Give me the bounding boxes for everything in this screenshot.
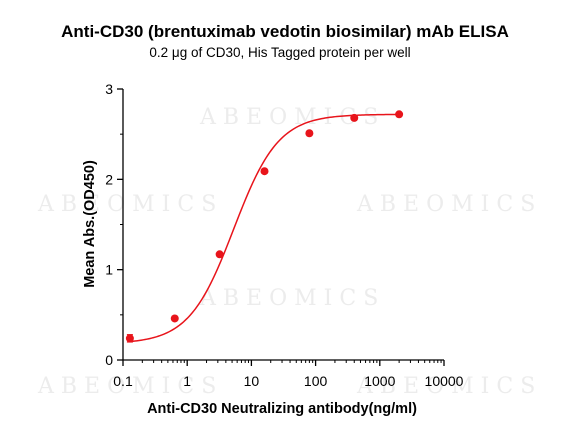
x-tick-label: 1000	[364, 373, 395, 389]
data-point	[350, 113, 359, 122]
watermark: ABEOMICS	[356, 192, 542, 217]
x-tick-label: 0.1	[113, 373, 133, 389]
y-tick-label: 0	[105, 352, 113, 368]
x-tick-label: 1	[183, 373, 191, 389]
watermark: ABEOMICS	[199, 286, 385, 311]
watermark-layer: ABEOMICS ABEOMICS ABEOMICS ABEOMICS ABEO…	[37, 105, 542, 399]
chart-title: Anti-CD30 (brentuximab vedotin biosimila…	[61, 22, 509, 41]
x-axis-label: Anti-CD30 Neutralizing antibody(ng/ml)	[147, 401, 417, 417]
data-point	[305, 129, 314, 138]
x-tick-label: 100	[304, 373, 328, 389]
y-axis-label: Mean Abs.(OD450)	[82, 160, 98, 288]
data-points-layer	[125, 110, 404, 343]
watermark: ABEOMICS	[37, 192, 223, 217]
y-tick-label: 2	[105, 171, 113, 187]
watermark: ABEOMICS	[199, 105, 385, 130]
y-axis: 0 1 2 3	[105, 81, 124, 368]
x-tick-label: 10	[244, 373, 260, 389]
data-point	[395, 110, 404, 119]
data-point	[215, 250, 224, 259]
data-point	[260, 167, 269, 176]
chart-subtitle: 0.2 μg of CD30, His Tagged protein per w…	[149, 45, 410, 60]
x-tick-label: 10000	[425, 373, 464, 389]
data-point	[170, 314, 179, 323]
watermark: ABEOMICS	[356, 374, 542, 399]
x-axis: 0.1 1 10 100 1000 10000	[113, 359, 464, 389]
y-tick-label: 1	[105, 262, 113, 278]
y-tick-label: 3	[105, 81, 113, 97]
watermark: ABEOMICS	[37, 374, 223, 399]
data-point	[125, 334, 134, 343]
